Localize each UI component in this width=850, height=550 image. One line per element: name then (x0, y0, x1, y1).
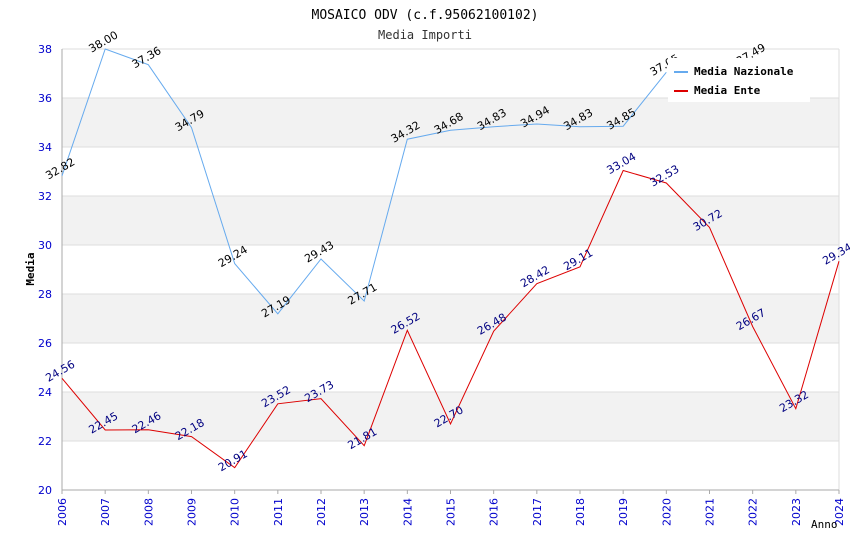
x-tick-label: 2019 (617, 498, 630, 526)
x-tick-label: 2021 (704, 498, 717, 526)
x-tick-label: 2012 (315, 498, 328, 526)
y-tick-label: 36 (38, 92, 52, 105)
legend-label-nazionale: Media Nazionale (694, 65, 794, 78)
y-tick-label: 24 (38, 386, 52, 399)
x-tick-labels: 2006 2007 2008 2009 2010 2011 2012 2013 2014 2015… (56, 490, 846, 526)
x-tick-label: 2018 (574, 498, 587, 526)
y-tick-label: 32 (38, 190, 52, 203)
data-label-nazionale: 37.36 (130, 44, 164, 71)
legend-box (668, 58, 810, 102)
y-axis-label: Media (24, 252, 37, 285)
chart-title: MOSAICO ODV (c.f.95062100102) (312, 8, 539, 23)
data-label-ente: 20.91 (216, 447, 250, 474)
legend: Media Nazionale Media Ente (668, 58, 810, 102)
x-tick-label: 2022 (747, 498, 760, 526)
x-tick-label: 2010 (229, 498, 242, 526)
grid-band (62, 392, 839, 441)
y-tick-label: 26 (38, 337, 52, 350)
x-tick-label: 2008 (142, 498, 155, 526)
x-tick-label: 2024 (833, 498, 846, 526)
x-tick-label: 2017 (531, 498, 544, 526)
y-tick-label: 22 (38, 435, 52, 448)
series-line-ente (61, 169, 840, 469)
data-label-ente: 29.11 (561, 246, 595, 273)
x-tick-label: 2023 (790, 498, 803, 526)
data-label-ente: 24.56 (43, 358, 77, 385)
grid-band (62, 98, 839, 147)
x-tick-label: 2016 (488, 498, 501, 526)
y-tick-label: 28 (38, 288, 52, 301)
y-tick-label: 38 (38, 43, 52, 56)
x-tick-label: 2007 (99, 498, 112, 526)
x-tick-label: 2006 (56, 498, 69, 526)
y-tick-label: 30 (38, 239, 52, 252)
x-tick-label: 2015 (445, 498, 458, 526)
data-label-nazionale: 38.00 (87, 28, 121, 55)
grid-band (62, 196, 839, 245)
data-label-ente: 32.53 (648, 162, 682, 189)
chart-subtitle: Media Importi (378, 28, 472, 42)
data-label-nazionale: 29.24 (216, 243, 250, 270)
x-tick-label: 2013 (358, 498, 371, 526)
data-label-nazionale: 32.82 (43, 155, 77, 182)
x-axis-label: Anno (811, 518, 838, 531)
x-tick-label: 2020 (660, 498, 673, 526)
x-tick-label: 2011 (272, 498, 285, 526)
grid-bands (62, 98, 839, 441)
x-tick-label: 2014 (401, 498, 414, 526)
legend-label-ente: Media Ente (694, 84, 761, 97)
grid-band (62, 294, 839, 343)
series-lines (61, 49, 840, 469)
y-tick-labels: 20 22 24 26 28 30 32 34 36 38 (38, 43, 52, 497)
gridlines (62, 48, 840, 491)
x-tick-label: 2009 (186, 498, 199, 526)
y-tick-label: 20 (38, 484, 52, 497)
y-tick-label: 34 (38, 141, 52, 154)
